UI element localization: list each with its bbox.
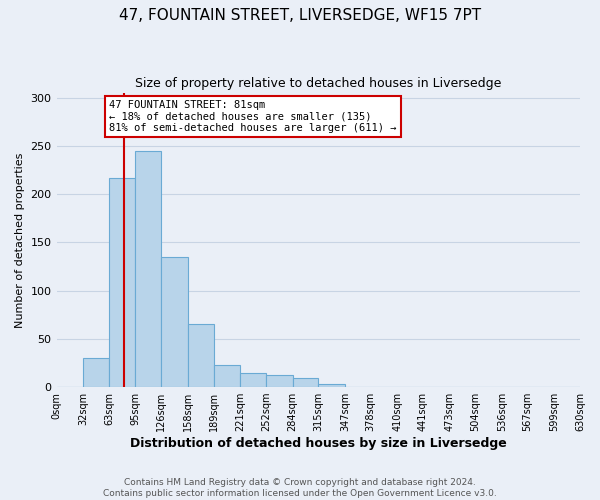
Bar [318, 384, 345, 387]
Bar [83, 358, 109, 387]
Y-axis label: Number of detached properties: Number of detached properties [15, 152, 25, 328]
Text: 47, FOUNTAIN STREET, LIVERSEDGE, WF15 7PT: 47, FOUNTAIN STREET, LIVERSEDGE, WF15 7P… [119, 8, 481, 22]
Bar [293, 378, 318, 387]
Bar [161, 257, 188, 387]
Title: Size of property relative to detached houses in Liversedge: Size of property relative to detached ho… [135, 78, 502, 90]
Bar [240, 372, 266, 387]
Text: Contains HM Land Registry data © Crown copyright and database right 2024.
Contai: Contains HM Land Registry data © Crown c… [103, 478, 497, 498]
Bar [266, 374, 293, 387]
X-axis label: Distribution of detached houses by size in Liversedge: Distribution of detached houses by size … [130, 437, 506, 450]
Bar [109, 178, 136, 387]
Bar [214, 365, 240, 387]
Bar [136, 151, 161, 387]
Bar [188, 324, 214, 387]
Text: 47 FOUNTAIN STREET: 81sqm
← 18% of detached houses are smaller (135)
81% of semi: 47 FOUNTAIN STREET: 81sqm ← 18% of detac… [109, 100, 397, 133]
